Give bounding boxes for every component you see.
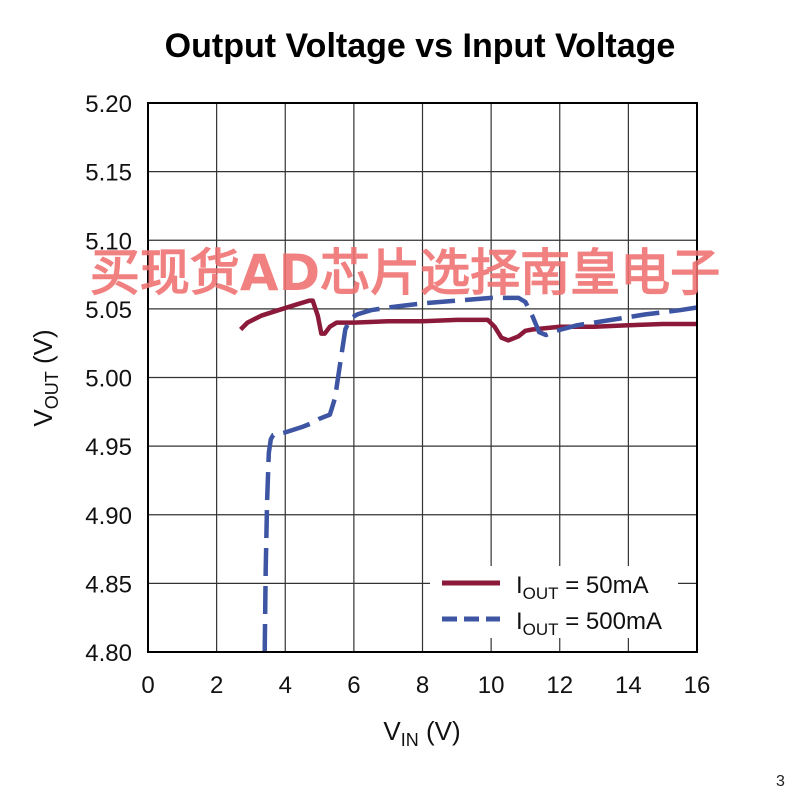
- corner-marker: 3: [776, 773, 785, 787]
- x-tick-label: 0: [141, 672, 154, 699]
- legend-label-500ma: IOUT = 500mA: [516, 608, 662, 639]
- watermark-text: 买现货AD芯片选择南皇电子: [90, 244, 720, 302]
- legend: IOUT = 50mA IOUT = 500mA: [430, 566, 678, 639]
- y-tick-label: 5.10: [85, 228, 132, 255]
- x-tick-label: 10: [478, 672, 505, 699]
- y-tick-label: 5.00: [85, 366, 132, 393]
- series-line-500ma: [262, 295, 698, 653]
- x-tick-labels: 0 2 4 6 8 10 12 14 16: [141, 672, 710, 699]
- y-axis-label: VOUT (V): [28, 329, 62, 426]
- y-tick-label: 5.05: [85, 297, 132, 324]
- x-tick-label: 4: [279, 672, 292, 699]
- y-tick-label: 5.15: [85, 160, 132, 187]
- x-axis-label: VIN (V): [383, 716, 460, 750]
- y-tick-label: 4.85: [85, 571, 132, 598]
- y-tick-label: 4.95: [85, 434, 132, 461]
- x-tick-label: 8: [416, 672, 429, 699]
- x-tick-label: 14: [615, 672, 642, 699]
- y-tick-label: 5.20: [85, 91, 132, 118]
- x-tick-label: 16: [684, 672, 711, 699]
- x-tick-label: 2: [210, 672, 223, 699]
- plot-frame: [147, 102, 698, 653]
- series-line-50ma: [239, 298, 697, 343]
- legend-label-50ma: IOUT = 50mA: [516, 572, 649, 603]
- legend-background: [430, 566, 678, 638]
- y-tick-label: 4.80: [85, 640, 132, 667]
- y-tick-labels: 4.80 4.85 4.90 4.95 5.00 5.05 5.10 5.15 5.20: [85, 91, 132, 667]
- x-tick-label: 12: [546, 672, 573, 699]
- chart-title: Output Voltage vs Input Voltage: [165, 27, 676, 65]
- x-tick-label: 6: [347, 672, 360, 699]
- y-tick-label: 4.90: [85, 503, 132, 530]
- series-layer: [239, 295, 698, 653]
